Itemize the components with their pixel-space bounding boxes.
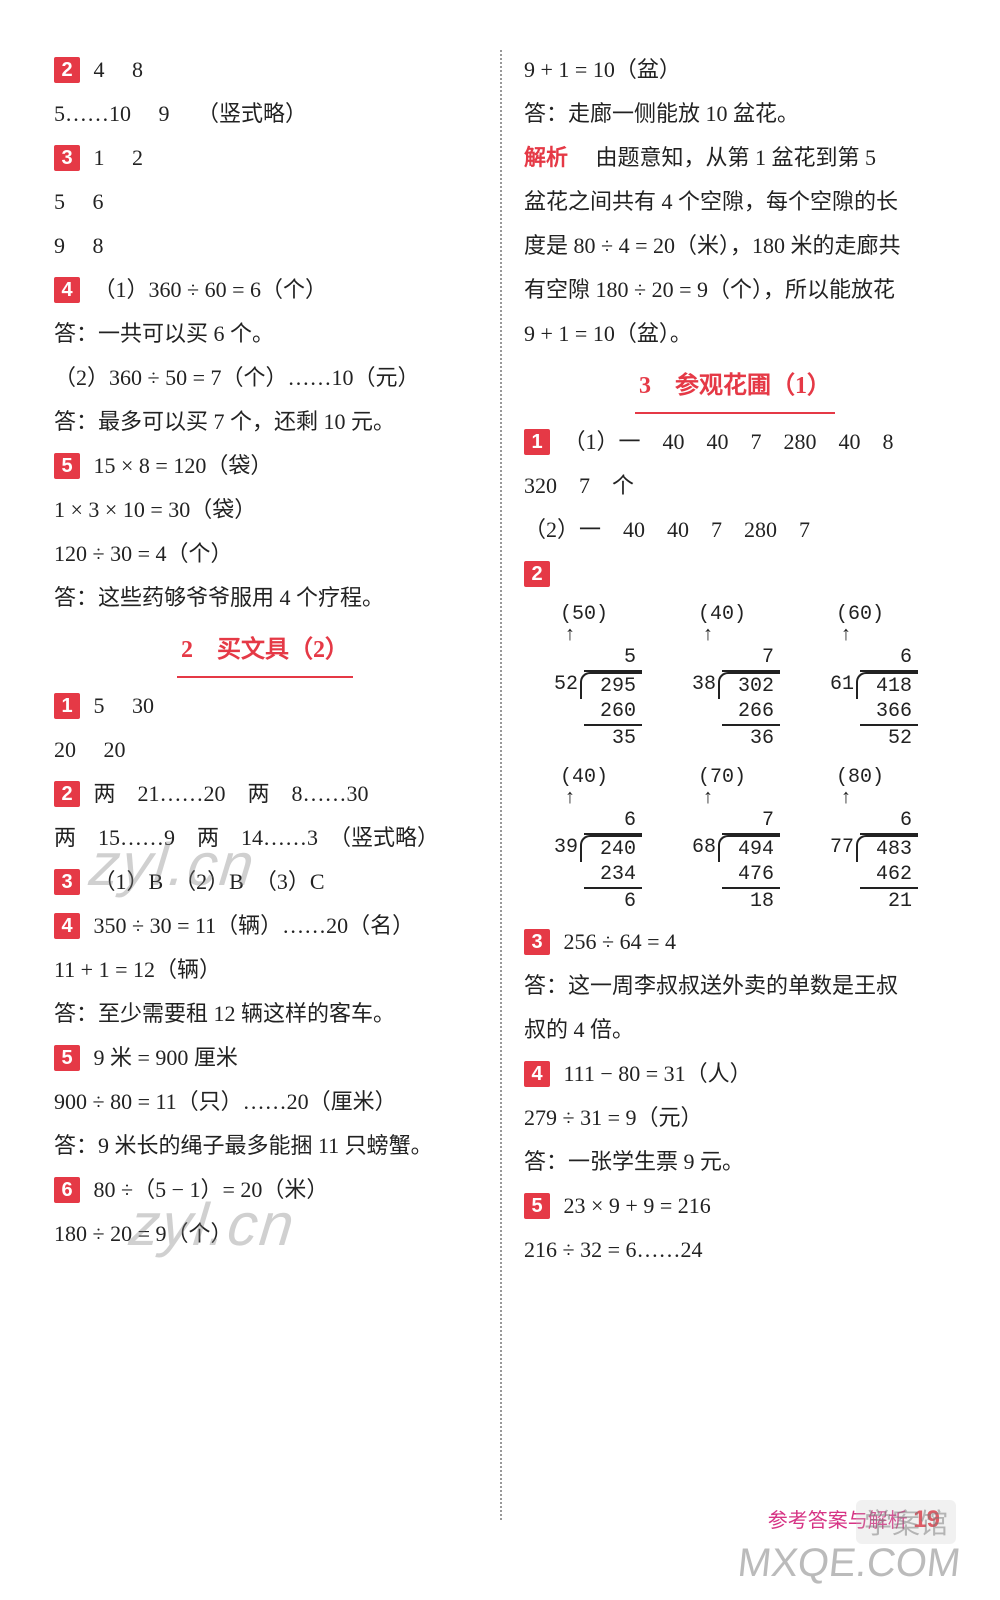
div-prob-6: (80) ↑ 6 77 483 462 21 [830,765,918,914]
q5-l1: 5 15 × 8 = 120（袋） [54,444,476,488]
cont-l1: 9 + 1 = 10（盆） [524,48,946,92]
s3q2-head: 2 [524,552,946,596]
s3q4-l1: 4 111 − 80 = 31（人） [524,1052,946,1096]
s2q4-l1: 4 350 ÷ 30 = 11（辆）……20（名） [54,904,476,948]
s2q2-l1: 2 两 21……20 两 8……30 [54,772,476,816]
div-prob-4: (40) ↑ 6 39 240 234 6 [554,765,642,914]
section-2-title-wrap: 2 买文具（2） [54,620,476,684]
q5-l3: 120 ÷ 30 = 4（个） [54,532,476,576]
s3q5-l2: 216 ÷ 32 = 6……24 [524,1228,946,1272]
q2-line1: 2 4 8 [54,48,476,92]
q3-line3: 9 8 [54,224,476,268]
jiexi-t3: 度是 80 ÷ 4 = 20（米），180 米的走廊共 [524,224,946,268]
num-2b: 2 [54,781,80,807]
s3q1-l3: （2）一 40 40 7 280 7 [524,508,946,552]
long-division-grid: (50) ↑ 5 52 295 260 35 (40) ↑ 7 38 302 2… [554,602,946,914]
arrow-icon: ↑ [554,627,642,645]
num-6: 6 [54,1177,80,1203]
column-divider [500,50,502,1520]
s2q6-l1: 6 80 ÷（5 − 1）= 20（米） [54,1168,476,1212]
num-1c: 1 [524,429,550,455]
num-4b: 4 [54,913,80,939]
s2q5-l1: 5 9 米 = 900 厘米 [54,1036,476,1080]
div-prob-3: (60) ↑ 6 61 418 366 52 [830,602,918,751]
arrow-icon: ↑ [692,790,780,808]
div-prob-1: (50) ↑ 5 52 295 260 35 [554,602,642,751]
watermark-logo: 学案馆 [856,1500,956,1544]
arrow-icon: ↑ [554,790,642,808]
jiexi-l1: 解析 由题意知，从第 1 盆花到第 5 [524,136,946,180]
num-5b: 5 [54,1045,80,1071]
s3q1-l1: 1 （1）一 40 40 7 280 40 8 [524,420,946,464]
div-prob-5: (70) ↑ 7 68 494 476 18 [692,765,780,914]
q3-line1: 3 1 2 [54,136,476,180]
q5-l2: 1 × 3 × 10 = 30（袋） [54,488,476,532]
num-3b: 3 [54,869,80,895]
s2q4-l2: 11 + 1 = 12（辆） [54,948,476,992]
arrow-icon: ↑ [692,627,780,645]
q3-r3a: 9 [54,233,65,258]
s2q1-l2: 20 20 [54,728,476,772]
s3q3-l2: 答：这一周李叔叔送外卖的单数是王叔 [524,964,946,1008]
s2q1-l1: 1 5 30 [54,684,476,728]
num-5: 5 [54,453,80,479]
left-column: 2 4 8 5……10 9 （竖式略） 3 1 2 5 6 9 8 4 （1）3… [54,48,500,1570]
section-2-title: 2 买文具（2） [177,626,353,678]
q2-a: 4 [94,57,105,82]
q3-r2a: 5 [54,189,65,214]
num-3: 3 [54,145,80,171]
num-1: 1 [54,693,80,719]
num-5c: 5 [524,1193,550,1219]
s2q4-l3: 答：至少需要租 12 辆这样的客车。 [54,992,476,1036]
q4-l1: 4 （1）360 ÷ 60 = 6（个） [54,268,476,312]
s3q5-l1: 5 23 × 9 + 9 = 216 [524,1184,946,1228]
section-3-title: 3 参观花圃（1） [635,362,835,414]
q4-l3: （2）360 ÷ 50 = 7（个）……10（元） [54,356,476,400]
q3-r3b: 8 [93,233,104,258]
s2q5-l3: 答：9 米长的绳子最多能捆 11 只螃蟹。 [54,1124,476,1168]
jiexi-label: 解析 [524,145,568,170]
num-4c: 4 [524,1061,550,1087]
q2-b: 8 [132,57,143,82]
section-3-title-wrap: 3 参观花圃（1） [524,356,946,420]
q5-l4: 答：这些药够爷爷服用 4 个疗程。 [54,576,476,620]
jiexi-t1: 由题意知，从第 1 盆花到第 5 [574,145,877,170]
num-2: 2 [54,57,80,83]
q4-l4: 答：最多可以买 7 个，还剩 10 元。 [54,400,476,444]
right-column: 9 + 1 = 10（盆） 答：走廊一侧能放 10 盆花。 解析 由题意知，从第… [500,48,946,1570]
jiexi-t5: 9 + 1 = 10（盆）。 [524,312,946,356]
s2q6-l2: 180 ÷ 20 = 9（个） [54,1212,476,1256]
s3q4-l3: 答：一张学生票 9 元。 [524,1140,946,1184]
jiexi-t2: 盆花之间共有 4 个空隙，每个空隙的长 [524,180,946,224]
num-2c: 2 [524,561,550,587]
q3-r1a: 1 [94,145,105,170]
jiexi-t4: 有空隙 180 ÷ 20 = 9（个），所以能放花 [524,268,946,312]
s3q3-l1: 3 256 ÷ 64 = 4 [524,920,946,964]
q3-line2: 5 6 [54,180,476,224]
div-prob-2: (40) ↑ 7 38 302 266 36 [692,602,780,751]
s2q5-l2: 900 ÷ 80 = 11（只）……20（厘米） [54,1080,476,1124]
q2-d: 9 [159,101,170,126]
s2q2-l2: 两 15……9 两 14……3 （竖式略） [54,816,476,860]
cont-l2: 答：走廊一侧能放 10 盆花。 [524,92,946,136]
q2-e: （竖式略） [197,101,307,126]
q3-r1b: 2 [132,145,143,170]
num-4: 4 [54,277,80,303]
arrow-icon: ↑ [830,790,918,808]
s3q1-l2: 320 7 个 [524,464,946,508]
arrow-icon: ↑ [830,627,918,645]
q3-r2b: 6 [93,189,104,214]
q2-c: 5……10 [54,101,131,126]
s3q3-l3: 叔的 4 倍。 [524,1008,946,1052]
s3q4-l2: 279 ÷ 31 = 9（元） [524,1096,946,1140]
q2-line2: 5……10 9 （竖式略） [54,92,476,136]
s2q3: 3 （1）B （2）B （3）C [54,860,476,904]
num-3c: 3 [524,929,550,955]
q4-l2: 答：一共可以买 6 个。 [54,312,476,356]
